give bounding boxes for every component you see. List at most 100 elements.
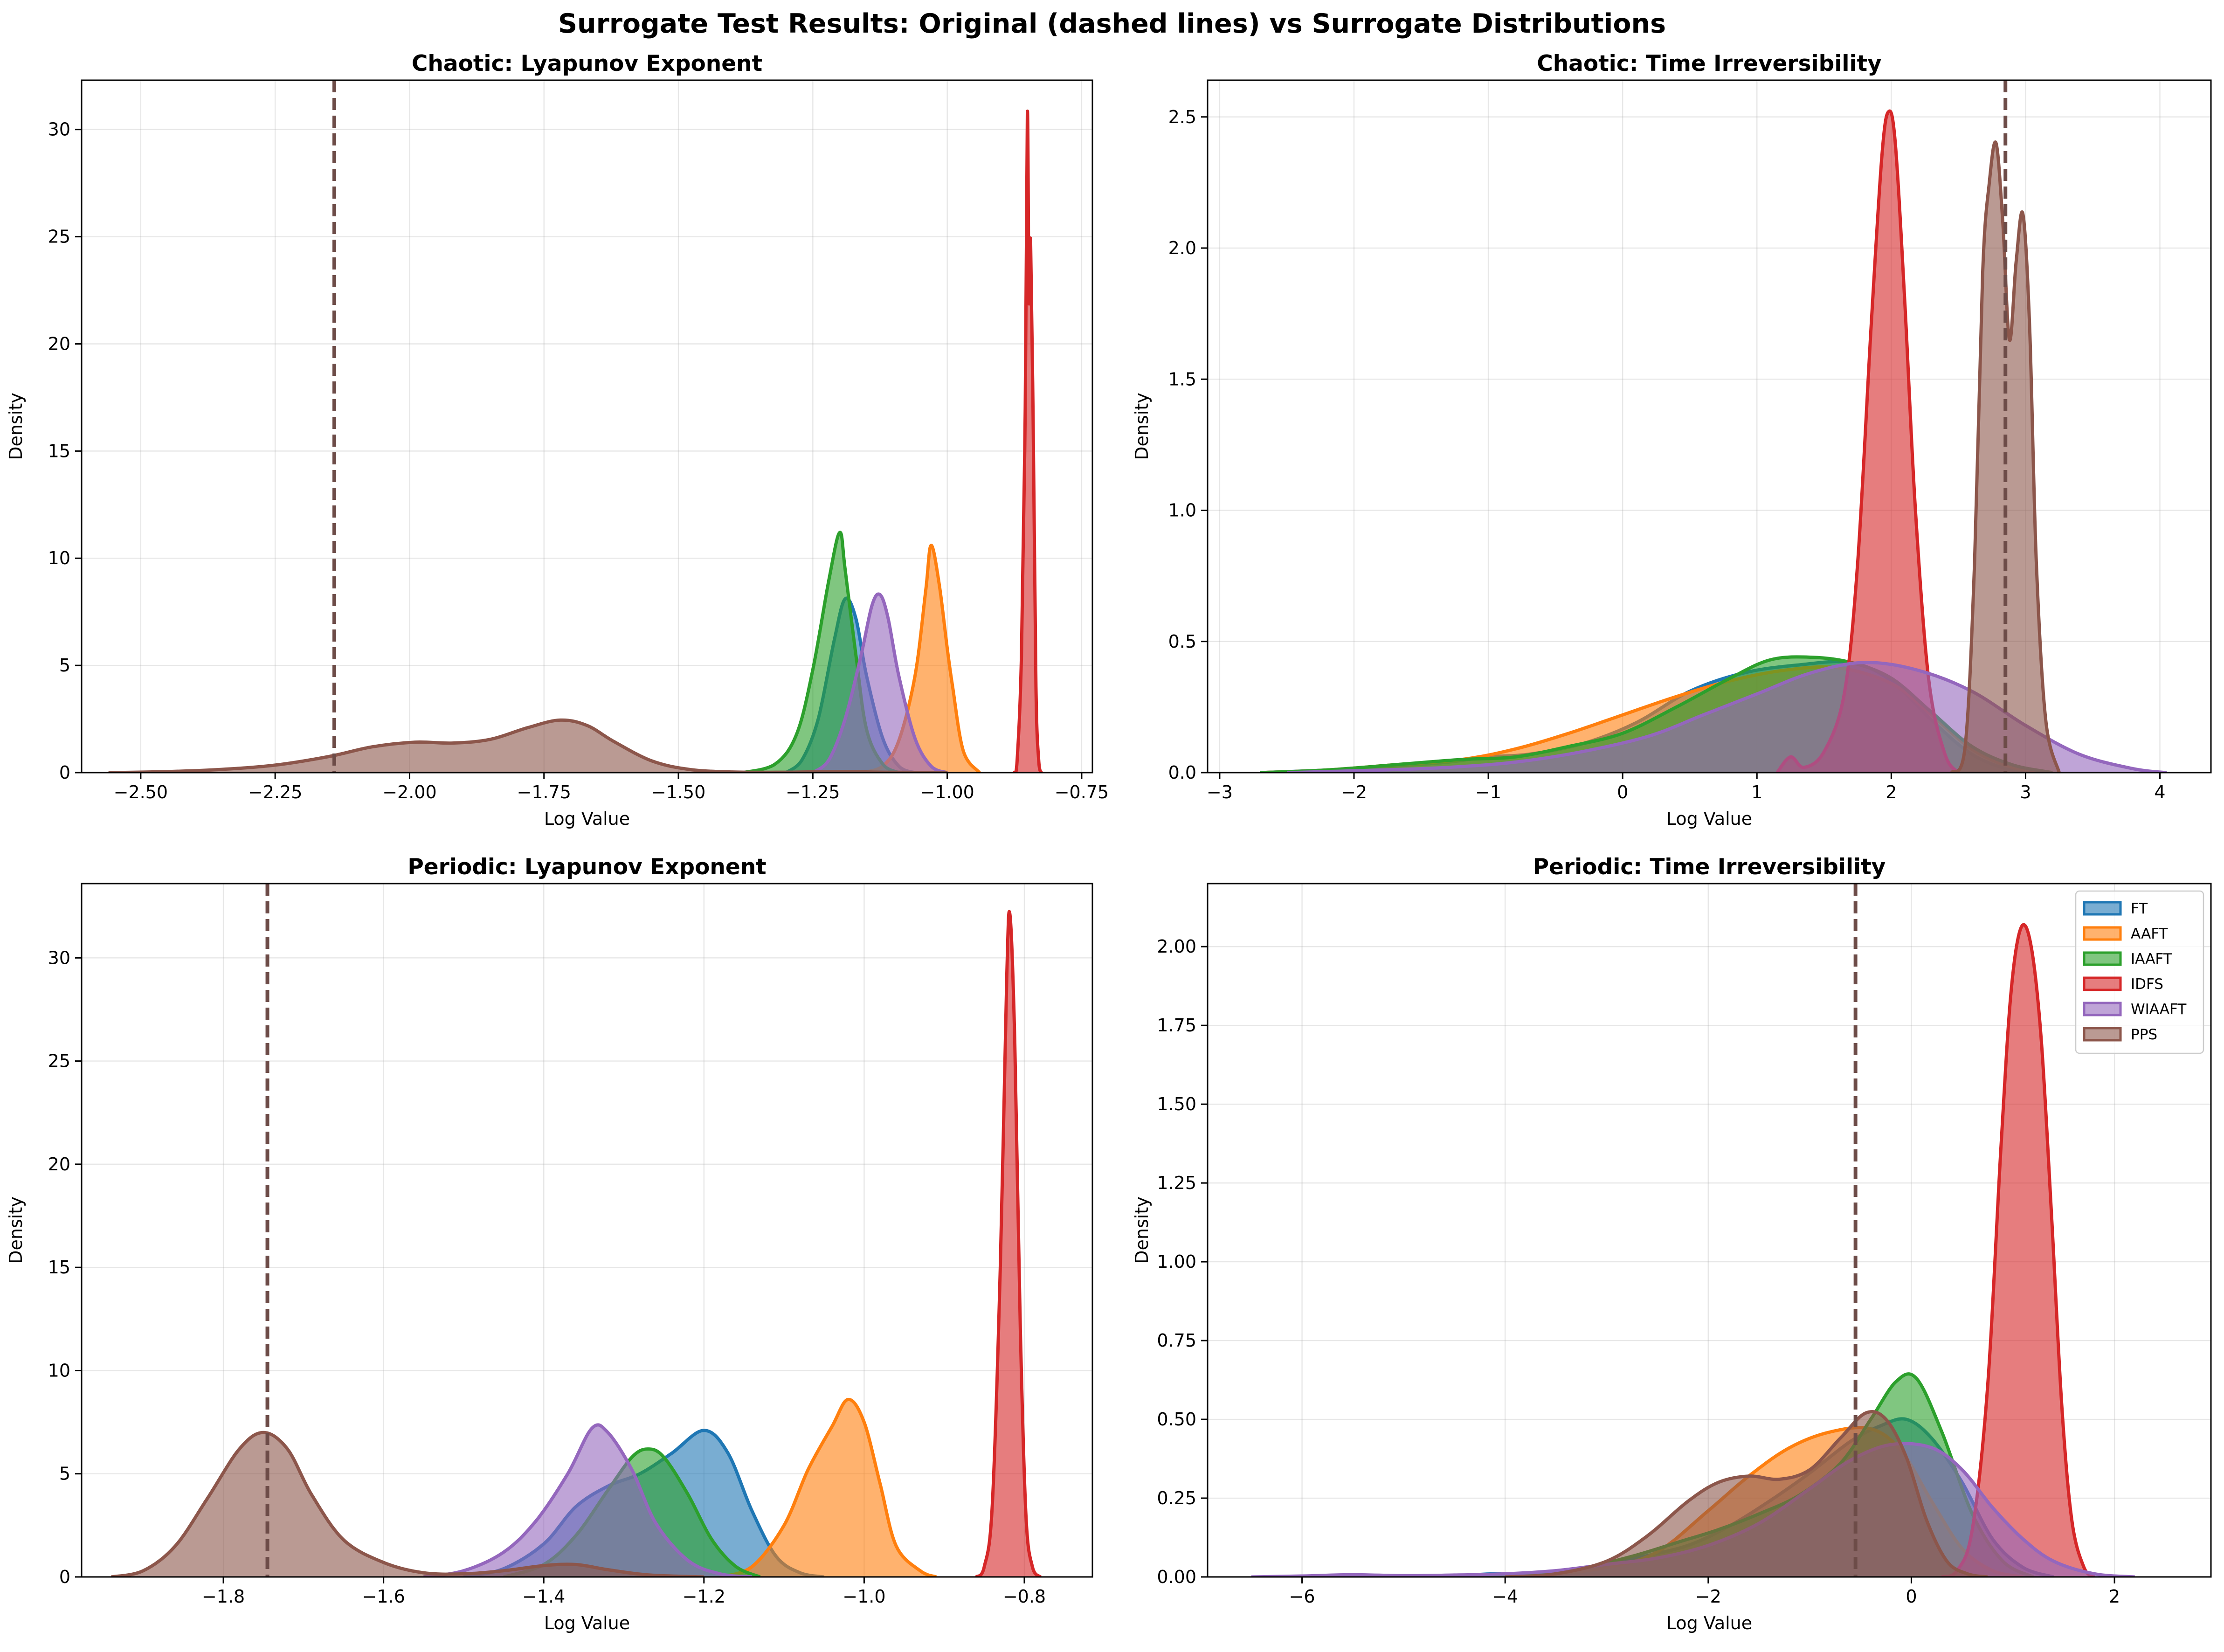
x-tick-label: −1.0	[843, 1586, 885, 1607]
legend: FT AAFT IAAFT IDFS WIAAFT PPS	[2075, 890, 2204, 1054]
panel-title: Periodic: Lyapunov Exponent	[408, 854, 766, 880]
series-group	[108, 109, 1043, 773]
density-line-aaft	[719, 1397, 937, 1577]
plot-area	[1208, 80, 2211, 773]
axes-frame	[1207, 883, 2212, 1578]
y-tick-label: 15	[48, 1257, 70, 1278]
panel-4: −6 −4 −2 0 2 0.00 0.25 0.50 0.75 1.00 1.25 1.50 1.75…	[1132, 854, 2212, 1633]
y-tick-label: 25	[48, 227, 70, 247]
density-line-pps	[111, 1431, 704, 1577]
x-tick-label: −4	[1492, 1586, 1518, 1607]
y-tick-label: 2.0	[1168, 238, 1196, 258]
x-tick-label: −1.2	[683, 1586, 725, 1607]
x-axis-label: Log Value	[544, 809, 630, 829]
x-tick-label: −1.75	[517, 782, 571, 802]
series-group	[111, 910, 1042, 1577]
x-tick-label: 3	[2020, 782, 2031, 802]
legend-label-idfs: IDFS	[2131, 976, 2163, 993]
y-tick-label: 0.75	[1157, 1330, 1196, 1351]
y-tick-label: 20	[48, 333, 70, 354]
legend-label-wiaaft: WIAAFT	[2131, 1001, 2187, 1018]
figure-title: Surrogate Test Results: Original (dashed…	[558, 8, 1666, 39]
panel-title: Chaotic: Lyapunov Exponent	[412, 51, 762, 76]
x-axis-label: Log Value	[1666, 1613, 1752, 1633]
density-area-wiaaft	[423, 1424, 752, 1577]
legend-swatch-ft	[2083, 901, 2122, 916]
density-area-wiaaft	[813, 594, 947, 773]
x-tick-label: 2	[2109, 1586, 2120, 1607]
y-tick-label: 0.00	[1157, 1567, 1196, 1587]
x-axis-label: Log Value	[1666, 809, 1752, 829]
x-tick-label: −0.8	[1003, 1586, 1046, 1607]
axes-frame	[81, 883, 1093, 1578]
y-tick-label: 5	[59, 1464, 70, 1484]
legend-label-pps: PPS	[2131, 1026, 2157, 1043]
series-group	[1251, 923, 2135, 1577]
legend-swatch-idfs	[2083, 976, 2122, 991]
panel-2: −3 −2 −1 0 1 2 3 4 0.0 0.5 1.0 1.5 2.0 2.5 Chaotic: Ti…	[1132, 51, 2212, 829]
panel-3: −1.8 −1.6 −1.4 −1.2 −1.0 −0.8 0 5 10 15 20 25 30 Peri…	[6, 854, 1093, 1633]
x-tick-label: −3	[1207, 782, 1233, 802]
density-area-pps	[111, 1432, 704, 1577]
x-tick-label: −6	[1289, 1586, 1315, 1607]
y-tick-label: 0.25	[1157, 1488, 1196, 1508]
x-tick-label: −1.8	[202, 1586, 245, 1607]
y-tick-label: 1.0	[1168, 500, 1196, 521]
density-line-wiaaft	[423, 1423, 753, 1577]
y-tick-label: 0	[59, 1567, 70, 1587]
y-axis-label: Density	[1132, 1196, 1152, 1264]
y-tick-label: 30	[48, 119, 70, 140]
x-tick-label: −2	[1341, 782, 1367, 802]
y-tick-label: 0.5	[1168, 631, 1196, 652]
legend-swatch-wiaaft	[2083, 1002, 2122, 1016]
y-tick-label: 1.75	[1157, 1015, 1196, 1036]
axes-frame	[1207, 79, 2212, 774]
y-axis-label: Density	[6, 1196, 26, 1264]
x-tick-label: −1.4	[522, 1586, 565, 1607]
x-tick-label: −1.25	[786, 782, 840, 802]
panel-title: Periodic: Time Irreversibility	[1533, 854, 1886, 880]
x-tick-label: −1.50	[651, 782, 705, 802]
legend-label-ft: FT	[2131, 900, 2148, 917]
x-tick-label: 2	[1886, 782, 1897, 802]
y-tick-label: 1.25	[1157, 1173, 1196, 1193]
x-tick-label: −1.6	[362, 1586, 405, 1607]
density-area-pps	[1505, 1411, 1988, 1577]
x-tick-label: −1	[1475, 782, 1501, 802]
y-tick-label: 10	[48, 1360, 70, 1381]
x-tick-label: −2.50	[114, 782, 168, 802]
y-tick-label: 2.00	[1157, 936, 1196, 957]
x-tick-label: −1.00	[920, 782, 974, 802]
y-tick-label: 1.5	[1168, 369, 1196, 389]
y-tick-label: 0.0	[1168, 762, 1196, 783]
y-tick-label: 25	[48, 1051, 70, 1071]
density-area-idfs	[1941, 925, 2094, 1577]
y-tick-label: 10	[48, 548, 70, 568]
y-tick-label: 0	[59, 762, 70, 783]
y-tick-label: 15	[48, 441, 70, 461]
panel-title: Chaotic: Time Irreversibility	[1537, 51, 1882, 76]
legend-label-aaft: AAFT	[2131, 926, 2169, 942]
density-area-idfs	[1777, 111, 1959, 773]
legend-swatch-pps	[2083, 1027, 2122, 1042]
legend-label-iaaft: IAAFT	[2131, 951, 2173, 968]
x-tick-label: −2	[1695, 1586, 1721, 1607]
density-area-aaft	[720, 1399, 936, 1577]
density-line-wiaaft	[812, 592, 948, 773]
x-tick-label: −2.25	[248, 782, 302, 802]
y-tick-label: 1.50	[1157, 1094, 1196, 1114]
x-tick-label: 4	[2154, 782, 2165, 802]
density-area-wiaaft	[1287, 662, 2167, 773]
axes-frame	[81, 79, 1093, 774]
density-area-idfs	[976, 912, 1041, 1577]
y-tick-label: 1.00	[1157, 1251, 1196, 1272]
legend-swatch-aaft	[2083, 926, 2122, 941]
y-axis-label: Density	[6, 393, 26, 460]
y-tick-label: 2.5	[1168, 107, 1196, 127]
panel-1: −2.50 −2.25 −2.00 −1.75 −1.50 −1.25 −1.00 −0.75…	[6, 51, 1109, 829]
x-tick-label: 1	[1751, 782, 1762, 802]
y-axis-label: Density	[1132, 393, 1152, 460]
x-tick-label: −2.00	[382, 782, 436, 802]
x-tick-label: 0	[1906, 1586, 1917, 1607]
